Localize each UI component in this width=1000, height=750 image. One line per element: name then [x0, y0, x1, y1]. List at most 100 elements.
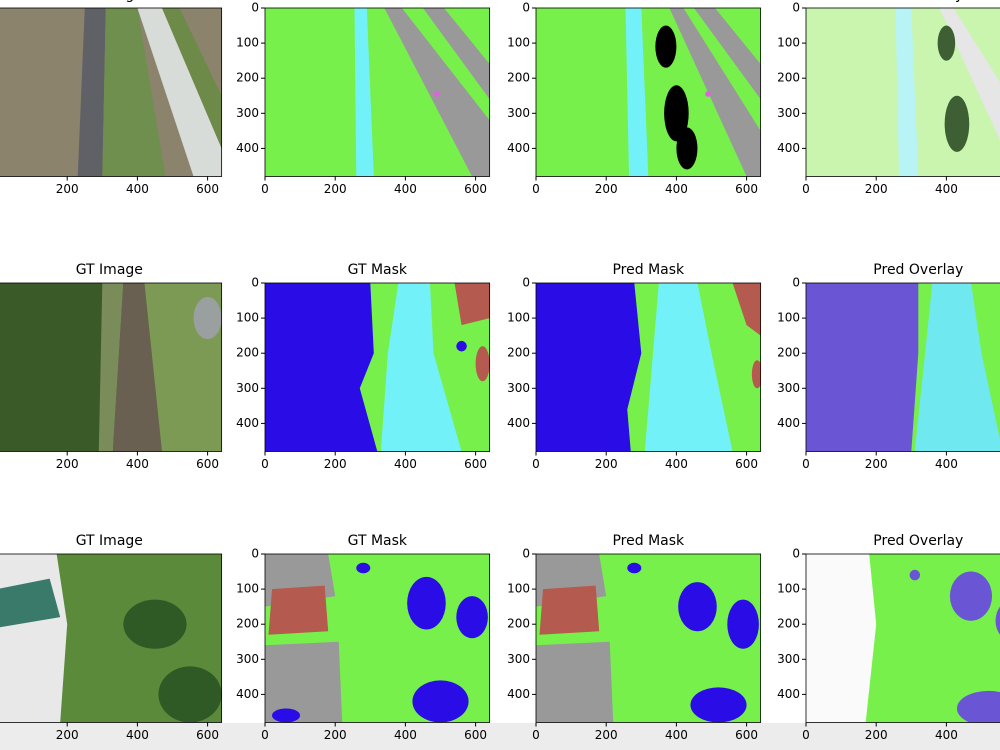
image-region [193, 297, 222, 340]
x-tick-label: 200 [865, 457, 888, 471]
y-tick-label: 0 [251, 1, 259, 15]
axes-frame [535, 7, 762, 177]
x-tick-label: 0 [802, 182, 810, 196]
x-tick-label: 200 [865, 182, 888, 196]
y-tick-label: 100 [236, 582, 259, 596]
panel-title: GT Image [76, 0, 143, 3]
image-region [644, 283, 733, 452]
axes-frame [805, 553, 1000, 723]
axes-frame [0, 282, 223, 452]
y-tick-label: 300 [507, 652, 530, 666]
y-tick-label: 0 [792, 547, 800, 561]
image-region [705, 91, 711, 97]
x-tick-label: 400 [126, 728, 149, 742]
image-region [937, 25, 956, 61]
x-tick-label: 600 [735, 728, 758, 742]
image-region [693, 8, 761, 100]
x-tick-label: 400 [935, 728, 958, 742]
image-region [422, 8, 490, 100]
x-tick-label: 0 [802, 728, 810, 742]
image-region [0, 578, 61, 628]
image-region [272, 708, 301, 723]
y-tick-label: 300 [236, 652, 259, 666]
y-tick-label: 200 [777, 617, 800, 631]
y-tick-label: 400 [507, 141, 530, 155]
axes-frame [535, 553, 762, 723]
panel-image [806, 283, 1000, 452]
x-tick-label: 200 [324, 182, 347, 196]
image-region [412, 680, 469, 723]
y-tick-label: 300 [236, 106, 259, 120]
panel: GT Mask 0 200 400 600 0 100 200 300 400 [236, 0, 491, 196]
x-tick-label: 0 [532, 728, 540, 742]
image-region [161, 8, 222, 149]
panel-title: Pred Mask [612, 262, 685, 278]
y-tick-label: 200 [507, 617, 530, 631]
x-tick-label: 600 [196, 457, 219, 471]
image-region [627, 562, 642, 574]
image-region [806, 554, 877, 723]
y-tick-label: 100 [777, 311, 800, 325]
panel: GT Mask 0 200 400 600 0 100 200 300 400 [236, 533, 491, 742]
x-tick-label: 400 [394, 182, 417, 196]
image-region [956, 690, 1000, 723]
y-tick-label: 200 [777, 71, 800, 85]
axes-frame [264, 553, 491, 723]
panel-image [536, 8, 761, 177]
y-tick-label: 200 [777, 346, 800, 360]
image-region [77, 8, 106, 177]
image-region [265, 283, 378, 452]
y-tick-label: 400 [236, 687, 259, 701]
image-region [454, 283, 490, 326]
panel: Pred Mask 0 200 400 600 0 100 200 300 400 [507, 262, 762, 471]
panel: GT Image 200 400 600 [0, 262, 223, 471]
axes-frame [535, 282, 762, 452]
image-region [664, 85, 689, 142]
y-tick-label: 300 [777, 652, 800, 666]
x-tick-label: 0 [802, 457, 810, 471]
image-region [268, 585, 329, 635]
y-tick-label: 200 [507, 71, 530, 85]
y-tick-label: 0 [251, 276, 259, 290]
y-tick-label: 100 [777, 36, 800, 50]
image-region [407, 576, 446, 630]
panel-image [265, 283, 490, 452]
image-region [536, 641, 614, 723]
y-tick-label: 400 [236, 416, 259, 430]
panel-title: Pred Overlay [873, 0, 963, 3]
y-tick-label: 200 [236, 617, 259, 631]
x-tick-label: 400 [394, 728, 417, 742]
x-tick-label: 600 [735, 182, 758, 196]
image-region [678, 582, 717, 632]
x-tick-label: 400 [665, 728, 688, 742]
panel-title: Pred Overlay [873, 262, 963, 278]
axes-frame [0, 553, 223, 723]
image-region [625, 8, 649, 177]
axes-frame [264, 282, 491, 452]
y-tick-label: 0 [522, 547, 530, 561]
image-region [475, 346, 490, 382]
image-region [137, 8, 222, 177]
image-region [456, 340, 467, 352]
x-tick-label: 600 [196, 182, 219, 196]
y-tick-label: 100 [236, 36, 259, 50]
image-region [732, 283, 761, 336]
x-tick-label: 0 [532, 182, 540, 196]
image-region [655, 25, 677, 68]
axes-frame [805, 282, 1000, 452]
y-tick-label: 200 [236, 71, 259, 85]
x-tick-label: 200 [56, 728, 79, 742]
panel-title: GT Mask [348, 0, 408, 3]
image-region [265, 641, 343, 723]
y-tick-label: 400 [236, 141, 259, 155]
x-tick-label: 0 [261, 728, 269, 742]
image-region [944, 95, 970, 152]
y-tick-label: 100 [507, 311, 530, 325]
y-tick-label: 300 [777, 106, 800, 120]
y-tick-label: 0 [522, 276, 530, 290]
panel-image [806, 8, 1000, 177]
panel-title: Pred Overlay [873, 533, 963, 549]
x-tick-label: 200 [865, 728, 888, 742]
y-tick-label: 300 [777, 381, 800, 395]
y-tick-label: 400 [507, 687, 530, 701]
